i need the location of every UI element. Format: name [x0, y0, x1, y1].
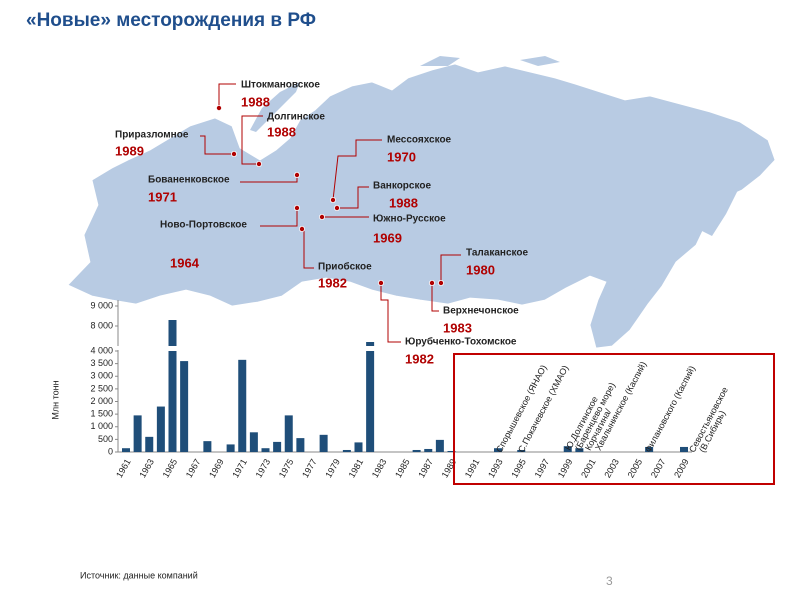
field-year: 1988: [389, 195, 418, 210]
field-year: 1982: [405, 351, 434, 366]
field-name: Южно-Русское: [373, 214, 446, 225]
y-tick-label: 2 000: [90, 396, 113, 406]
y-tick-label: 3 500: [90, 358, 113, 368]
bar: [226, 444, 235, 452]
field-marker: [377, 279, 384, 286]
bar: [273, 441, 282, 452]
field-name: Приразломное: [115, 130, 189, 141]
y-tick-label: 0: [108, 446, 113, 456]
field-year: 1980: [466, 262, 495, 277]
field-year: 1988: [241, 94, 270, 109]
slide-title: «Новые» месторождения в РФ: [26, 10, 316, 31]
bar: [575, 448, 584, 452]
sakhalin-kamchatka: [634, 180, 738, 300]
bar: [517, 449, 526, 452]
bar: [412, 449, 421, 452]
field-marker: [318, 213, 325, 220]
field-year: 1989: [115, 143, 144, 158]
leader-line: [440, 254, 461, 283]
y-tick-label: 9 000: [90, 300, 113, 310]
field-marker: [255, 160, 262, 167]
y-tick-label: 3 000: [90, 371, 113, 381]
field-year: 1988: [267, 124, 296, 139]
highlight-box: [453, 353, 775, 485]
leader-line: [241, 115, 263, 165]
field-name: Ново-Портовское: [160, 220, 247, 231]
field-year: 1971: [148, 189, 177, 204]
field-marker: [333, 204, 340, 211]
field-marker: [293, 204, 300, 211]
bar: [145, 436, 154, 452]
bar: [424, 448, 433, 452]
y-axis-title: Млн тонн: [50, 380, 60, 419]
field-marker: [215, 105, 222, 112]
bar: [435, 439, 444, 452]
bar: [168, 320, 177, 452]
field-name: Долгинское: [267, 112, 325, 123]
field-name: Штокмановское: [241, 80, 320, 91]
bar: [296, 438, 305, 452]
bar: [680, 446, 688, 452]
bar: [238, 359, 247, 452]
leader-line: [337, 186, 369, 209]
bar: [645, 446, 654, 452]
leader-line: [218, 83, 236, 108]
bar: [133, 415, 142, 452]
field-marker: [437, 279, 444, 286]
field-marker: [293, 171, 300, 178]
field-name: Мессояхское: [387, 135, 452, 146]
field-name: Бованенковское: [148, 175, 230, 186]
field-marker: [428, 279, 435, 286]
bar: [563, 446, 572, 452]
bar: [156, 406, 165, 452]
field-marker: [230, 150, 237, 157]
page-number: 3: [606, 574, 613, 588]
axis-break-gap: [167, 346, 178, 351]
field-name: Юрубченко-Тохомское: [405, 336, 517, 348]
taymyr-islands: [420, 56, 560, 66]
field-name: Верхнечонское: [443, 306, 519, 317]
bar: [180, 361, 189, 452]
bar: [447, 450, 456, 452]
bar: [284, 415, 293, 452]
field-year: 1982: [318, 275, 347, 290]
russia-map: [67, 63, 776, 349]
leader-line: [332, 139, 382, 201]
field-marker: [298, 225, 305, 232]
novaya-zemlya: [250, 82, 300, 132]
y-tick-label: 1 000: [90, 421, 113, 431]
bar: [261, 448, 270, 452]
axis-break-gap: [365, 346, 376, 351]
bar: [342, 449, 351, 452]
bar: [494, 448, 502, 452]
field-marker: [329, 196, 336, 203]
field-year: 1964: [170, 255, 200, 270]
bar: [354, 442, 363, 452]
y-tick-label: 1 500: [90, 409, 113, 419]
leader-line: [380, 283, 401, 343]
bar: [203, 441, 212, 452]
field-name: Ванкорское: [373, 181, 431, 192]
bar: [249, 432, 258, 452]
y-tick-label: 500: [98, 434, 113, 444]
field-year: 1970: [387, 149, 416, 164]
leader-line: [200, 135, 234, 155]
bar: [366, 342, 375, 452]
y-tick-label: 8 000: [90, 320, 113, 330]
leader-line: [431, 283, 439, 312]
map-layer: Штокмановское1988Долгинское1988Приразлом…: [115, 80, 528, 367]
bar: [122, 448, 130, 452]
field-year: 1983: [443, 320, 472, 335]
source-note: Источник: данные компаний: [80, 570, 198, 580]
y-tick-label: 2 500: [90, 383, 113, 393]
y-tick-label: 4 000: [90, 345, 113, 355]
field-name: Приобское: [318, 261, 372, 273]
field-year: 1969: [373, 230, 402, 245]
leader-line: [260, 208, 298, 227]
field-name: Талаканское: [466, 248, 528, 259]
bar: [319, 434, 328, 452]
